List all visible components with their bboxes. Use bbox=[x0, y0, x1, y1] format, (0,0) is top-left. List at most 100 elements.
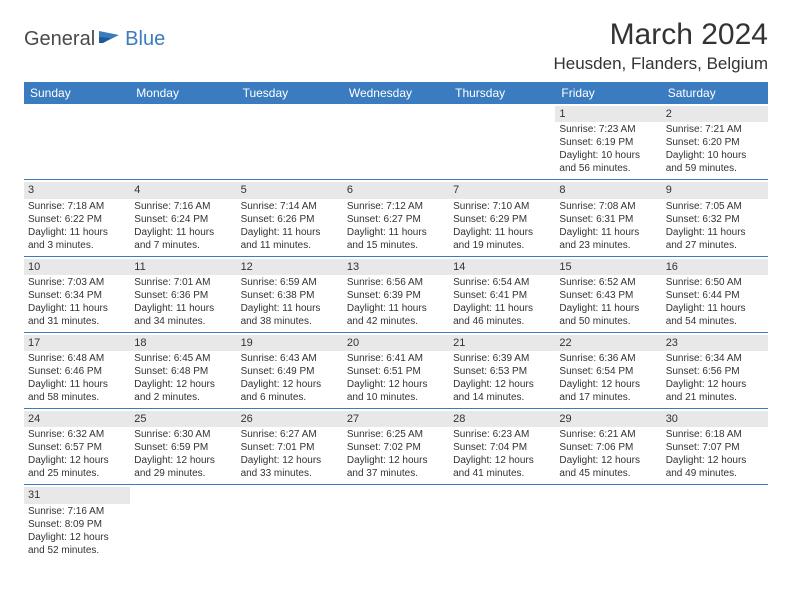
month-title: March 2024 bbox=[553, 18, 768, 52]
cell-line: Sunset: 6:57 PM bbox=[28, 441, 126, 454]
day-header: Monday bbox=[130, 82, 236, 104]
calendar-cell: 26Sunrise: 6:27 AMSunset: 7:01 PMDayligh… bbox=[237, 409, 343, 485]
cell-line: and 46 minutes. bbox=[453, 315, 551, 328]
cell-line: and 25 minutes. bbox=[28, 467, 126, 480]
cell-line: Sunrise: 7:16 AM bbox=[134, 200, 232, 213]
cell-line: Sunset: 8:09 PM bbox=[28, 518, 126, 531]
day-header: Tuesday bbox=[237, 82, 343, 104]
cell-line: Daylight: 12 hours bbox=[241, 454, 339, 467]
day-number: 6 bbox=[343, 182, 449, 198]
calendar-cell: 2Sunrise: 7:21 AMSunset: 6:20 PMDaylight… bbox=[662, 104, 768, 180]
calendar-cell: 15Sunrise: 6:52 AMSunset: 6:43 PMDayligh… bbox=[555, 256, 661, 332]
day-number: 12 bbox=[237, 259, 343, 275]
cell-line: Sunrise: 6:34 AM bbox=[666, 352, 764, 365]
day-number: 20 bbox=[343, 335, 449, 351]
cell-line: and 58 minutes. bbox=[28, 391, 126, 404]
calendar-table: SundayMondayTuesdayWednesdayThursdayFrid… bbox=[24, 82, 768, 561]
cell-line: Sunrise: 6:39 AM bbox=[453, 352, 551, 365]
cell-line: Sunset: 6:46 PM bbox=[28, 365, 126, 378]
cell-line: and 21 minutes. bbox=[666, 391, 764, 404]
cell-line: Daylight: 12 hours bbox=[666, 378, 764, 391]
cell-line: and 10 minutes. bbox=[347, 391, 445, 404]
cell-line: and 19 minutes. bbox=[453, 239, 551, 252]
cell-line: and 42 minutes. bbox=[347, 315, 445, 328]
cell-line: and 6 minutes. bbox=[241, 391, 339, 404]
flag-icon bbox=[99, 29, 121, 50]
calendar-cell: 13Sunrise: 6:56 AMSunset: 6:39 PMDayligh… bbox=[343, 256, 449, 332]
cell-line: Daylight: 11 hours bbox=[666, 226, 764, 239]
cell-line: Sunrise: 6:48 AM bbox=[28, 352, 126, 365]
calendar-cell: 8Sunrise: 7:08 AMSunset: 6:31 PMDaylight… bbox=[555, 180, 661, 256]
cell-line: Daylight: 12 hours bbox=[28, 454, 126, 467]
cell-line: and 59 minutes. bbox=[666, 162, 764, 175]
cell-line: and 49 minutes. bbox=[666, 467, 764, 480]
calendar-cell: 7Sunrise: 7:10 AMSunset: 6:29 PMDaylight… bbox=[449, 180, 555, 256]
cell-line: Sunrise: 7:21 AM bbox=[666, 123, 764, 136]
day-header: Saturday bbox=[662, 82, 768, 104]
calendar-cell: 10Sunrise: 7:03 AMSunset: 6:34 PMDayligh… bbox=[24, 256, 130, 332]
cell-line: and 17 minutes. bbox=[559, 391, 657, 404]
day-number: 13 bbox=[343, 259, 449, 275]
day-number: 24 bbox=[24, 411, 130, 427]
day-number: 2 bbox=[662, 106, 768, 122]
day-number: 23 bbox=[662, 335, 768, 351]
day-number: 1 bbox=[555, 106, 661, 122]
cell-line: and 14 minutes. bbox=[453, 391, 551, 404]
cell-line: Daylight: 11 hours bbox=[666, 302, 764, 315]
cell-line: Sunrise: 7:08 AM bbox=[559, 200, 657, 213]
calendar-cell bbox=[555, 485, 661, 561]
cell-line: Daylight: 11 hours bbox=[559, 302, 657, 315]
cell-line: Daylight: 11 hours bbox=[134, 226, 232, 239]
calendar-cell bbox=[24, 104, 130, 180]
cell-line: Daylight: 11 hours bbox=[28, 378, 126, 391]
day-header: Thursday bbox=[449, 82, 555, 104]
calendar-cell: 21Sunrise: 6:39 AMSunset: 6:53 PMDayligh… bbox=[449, 332, 555, 408]
cell-line: Daylight: 12 hours bbox=[666, 454, 764, 467]
cell-line: Daylight: 12 hours bbox=[453, 378, 551, 391]
cell-line: Sunrise: 7:16 AM bbox=[28, 505, 126, 518]
cell-line: Sunrise: 7:01 AM bbox=[134, 276, 232, 289]
calendar-cell bbox=[130, 104, 236, 180]
cell-line: Sunrise: 7:10 AM bbox=[453, 200, 551, 213]
calendar-cell: 16Sunrise: 6:50 AMSunset: 6:44 PMDayligh… bbox=[662, 256, 768, 332]
cell-line: Sunrise: 6:23 AM bbox=[453, 428, 551, 441]
cell-line: Daylight: 11 hours bbox=[453, 226, 551, 239]
cell-line: and 31 minutes. bbox=[28, 315, 126, 328]
day-number: 8 bbox=[555, 182, 661, 198]
cell-line: Sunrise: 6:36 AM bbox=[559, 352, 657, 365]
cell-line: Sunrise: 7:05 AM bbox=[666, 200, 764, 213]
cell-line: Sunset: 6:49 PM bbox=[241, 365, 339, 378]
cell-line: Sunrise: 6:54 AM bbox=[453, 276, 551, 289]
cell-line: and 50 minutes. bbox=[559, 315, 657, 328]
day-number: 29 bbox=[555, 411, 661, 427]
calendar-week: 24Sunrise: 6:32 AMSunset: 6:57 PMDayligh… bbox=[24, 409, 768, 485]
cell-line: Sunrise: 6:27 AM bbox=[241, 428, 339, 441]
cell-line: Sunset: 6:54 PM bbox=[559, 365, 657, 378]
day-number: 7 bbox=[449, 182, 555, 198]
calendar-cell bbox=[343, 104, 449, 180]
cell-line: Sunset: 6:34 PM bbox=[28, 289, 126, 302]
day-header-row: SundayMondayTuesdayWednesdayThursdayFrid… bbox=[24, 82, 768, 104]
cell-line: Sunset: 7:01 PM bbox=[241, 441, 339, 454]
day-number: 15 bbox=[555, 259, 661, 275]
cell-line: Daylight: 11 hours bbox=[347, 302, 445, 315]
day-number: 3 bbox=[24, 182, 130, 198]
cell-line: Sunrise: 6:30 AM bbox=[134, 428, 232, 441]
calendar-week: 10Sunrise: 7:03 AMSunset: 6:34 PMDayligh… bbox=[24, 256, 768, 332]
calendar-cell: 14Sunrise: 6:54 AMSunset: 6:41 PMDayligh… bbox=[449, 256, 555, 332]
cell-line: Sunrise: 6:52 AM bbox=[559, 276, 657, 289]
day-number: 4 bbox=[130, 182, 236, 198]
cell-line: Sunrise: 6:59 AM bbox=[241, 276, 339, 289]
cell-line: Daylight: 11 hours bbox=[347, 226, 445, 239]
cell-line: Daylight: 12 hours bbox=[28, 531, 126, 544]
calendar-cell: 27Sunrise: 6:25 AMSunset: 7:02 PMDayligh… bbox=[343, 409, 449, 485]
calendar-cell: 20Sunrise: 6:41 AMSunset: 6:51 PMDayligh… bbox=[343, 332, 449, 408]
calendar-cell: 12Sunrise: 6:59 AMSunset: 6:38 PMDayligh… bbox=[237, 256, 343, 332]
day-number: 22 bbox=[555, 335, 661, 351]
cell-line: Sunset: 6:27 PM bbox=[347, 213, 445, 226]
day-number: 5 bbox=[237, 182, 343, 198]
day-number: 16 bbox=[662, 259, 768, 275]
cell-line: and 2 minutes. bbox=[134, 391, 232, 404]
cell-line: Daylight: 10 hours bbox=[559, 149, 657, 162]
day-number: 27 bbox=[343, 411, 449, 427]
